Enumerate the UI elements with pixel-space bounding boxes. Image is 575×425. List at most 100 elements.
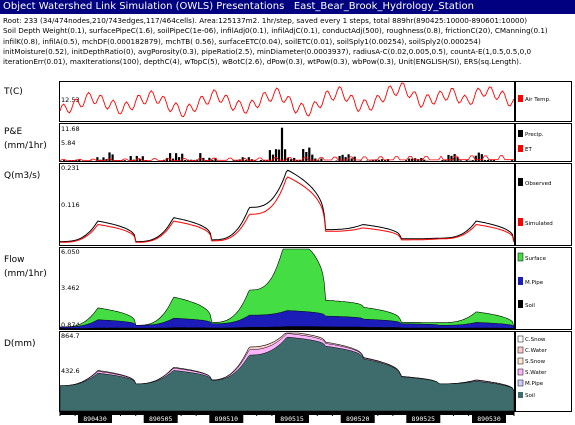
precip-bar <box>268 150 271 161</box>
s-water-swatch <box>517 368 524 376</box>
legend-simulated: Simulated <box>525 221 553 227</box>
c-snow-swatch <box>517 335 524 343</box>
observed-series <box>60 169 514 243</box>
precip-bar <box>274 149 278 161</box>
precip-bar <box>423 159 426 161</box>
air-temp-series <box>59 82 514 118</box>
x-tick-label: 890530 <box>477 415 501 423</box>
precip-bar <box>471 160 474 161</box>
flow-unit: (mm/1hr) <box>4 269 47 279</box>
precip-bar <box>347 154 350 161</box>
precip-bar <box>477 152 480 161</box>
precip-bar <box>305 152 308 161</box>
panel-frames <box>59 81 572 412</box>
precip-bar <box>489 160 492 161</box>
precip-bar <box>96 157 99 161</box>
x-tick-label-bg <box>275 414 309 423</box>
pe-plot-frame <box>59 123 515 162</box>
soil-flow-area <box>60 326 514 329</box>
legend-m-pipe-d: M.Pipe <box>525 381 544 387</box>
flow-plot-frame <box>59 247 515 330</box>
simulated-series <box>60 176 514 243</box>
pe-legend-frame <box>515 123 572 162</box>
q-label: Q(m3/s) <box>4 171 40 181</box>
x-tick-label: 890515 <box>280 415 304 423</box>
x-tick-label-bg <box>78 414 112 423</box>
x-tick-label-bg <box>143 414 178 423</box>
x-axis: 890430 890505 890510 890515 890520 890525 8905… <box>59 411 515 423</box>
temp-label: T(C) <box>3 87 23 97</box>
precip-bar <box>453 154 456 161</box>
pe-tick-max: 11.68 <box>61 125 80 133</box>
window-title: Object Watershed Link Simulation (OWLS) … <box>3 1 285 12</box>
flow-legend-frame <box>515 247 572 330</box>
precip-bar <box>241 157 244 161</box>
flow-label: Flow <box>4 255 25 265</box>
precip-bar <box>308 147 311 161</box>
legend-precip: Precip. <box>525 132 544 138</box>
precip-bar <box>271 154 275 161</box>
precip-bar <box>474 155 477 161</box>
x-tick-label: 890430 <box>83 415 107 423</box>
precip-bar <box>287 157 290 161</box>
precip-swatch <box>518 130 523 137</box>
precip-bar <box>380 159 383 161</box>
mpipe-swatch <box>518 277 523 285</box>
surface-swatch <box>517 252 524 262</box>
x-tick-label-bg <box>472 414 506 423</box>
precip-bar <box>184 159 187 161</box>
pe-unit: (mm/1hr) <box>4 141 47 151</box>
temp-legend: Air Temp. <box>518 95 551 103</box>
precip-bar <box>135 155 138 161</box>
precip-bar <box>214 157 217 161</box>
x-tick-label-bg <box>209 414 244 423</box>
x-tick-label-bg <box>340 414 375 423</box>
pe-tick-mid: 5.84 <box>61 139 75 147</box>
precip-bar <box>208 157 211 161</box>
parameter-info: Root: 233 (34/474nodes,210/743edges,117/… <box>3 16 573 67</box>
info-line: Root: 233 (34/474nodes,210/743edges,117/… <box>3 16 527 25</box>
precip-bar <box>265 160 268 161</box>
d-legend-frame <box>515 331 572 412</box>
precip-bar <box>350 158 353 161</box>
precip-bar <box>411 158 414 161</box>
precip-bar <box>311 154 314 161</box>
precip-bar <box>178 157 181 161</box>
info-line: initMoisture(0.52), initDepthRatio(0), a… <box>3 46 532 56</box>
soil-d-swatch <box>518 392 523 398</box>
precip-bar <box>483 160 486 161</box>
precip-bar <box>441 160 444 161</box>
precip-bar <box>175 153 178 161</box>
precip-bar <box>284 149 287 161</box>
x-tick-label-bg <box>406 414 441 423</box>
legend-air-temp: Air Temp. <box>525 97 551 103</box>
x-tick-label: 890520 <box>346 415 370 423</box>
precip-bar <box>244 160 247 161</box>
info-line: iterationErr(0.01), maxIterations(100), … <box>3 57 522 67</box>
precip-bar <box>199 153 202 161</box>
info-line: infilK(0.8), infilA(0.5), mchDF(0.000182… <box>3 36 481 46</box>
precip-bar <box>129 156 132 161</box>
flow-legend: Surface M.Pipe Soil <box>517 252 547 309</box>
soil-flow-swatch <box>518 300 523 308</box>
et-series <box>59 155 514 162</box>
precip-bar <box>302 149 305 161</box>
precip-bar <box>511 160 514 161</box>
precip-bar <box>492 159 495 161</box>
precip-bar <box>335 160 338 161</box>
info-line: Soil Depth Weight(0.1), surfacePipeC(1.6… <box>3 26 548 36</box>
precip-bar <box>280 127 284 161</box>
precip-bar <box>277 149 281 161</box>
q-tick-mid: 0.116 <box>61 201 80 209</box>
legend-s-snow: S.Snow <box>525 359 546 365</box>
s-snow-swatch <box>517 357 524 365</box>
title-bar[interactable]: Object Watershed Link Simulation (OWLS) … <box>0 0 575 14</box>
precip-bar <box>408 158 411 161</box>
precip-bar <box>211 159 214 161</box>
precip-bar <box>202 157 205 161</box>
precip-bar <box>123 160 126 161</box>
flow-tick-min: 0.874 <box>61 321 80 329</box>
precip-bar <box>465 160 468 161</box>
precip-bar <box>232 160 235 161</box>
x-tick-label: 890525 <box>412 415 436 423</box>
